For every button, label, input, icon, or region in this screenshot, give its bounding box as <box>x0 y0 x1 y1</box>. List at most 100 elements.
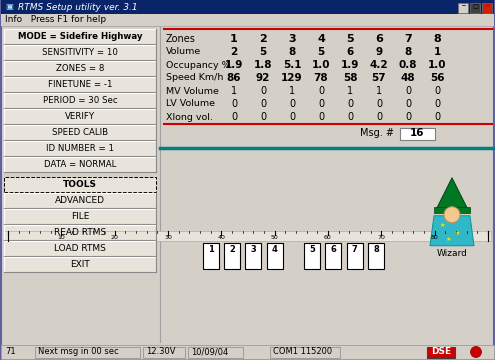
Text: Wizard: Wizard <box>437 249 467 258</box>
Text: ★: ★ <box>454 231 460 236</box>
Text: 5: 5 <box>317 47 325 57</box>
Text: 30: 30 <box>164 235 172 240</box>
Text: 10/09/04: 10/09/04 <box>191 347 228 356</box>
Text: TOOLS: TOOLS <box>63 180 97 189</box>
Bar <box>4 61 156 76</box>
Text: 0: 0 <box>405 86 411 96</box>
Bar <box>1 14 494 26</box>
Bar <box>4 193 156 208</box>
Bar <box>4 209 156 224</box>
Text: 6: 6 <box>375 34 383 44</box>
Text: 5: 5 <box>309 245 315 254</box>
Bar <box>224 243 240 269</box>
Text: 2: 2 <box>230 47 238 57</box>
Text: 0: 0 <box>405 99 411 109</box>
Bar <box>427 347 455 358</box>
Text: COM1 115200: COM1 115200 <box>273 347 332 356</box>
Text: 20: 20 <box>111 235 119 240</box>
Bar <box>368 243 384 269</box>
Text: VERIFY: VERIFY <box>65 112 95 121</box>
Text: 56: 56 <box>430 73 444 83</box>
Text: 70: 70 <box>377 235 385 240</box>
Text: FILE: FILE <box>71 212 89 221</box>
Text: 2: 2 <box>229 245 235 254</box>
Text: DSE: DSE <box>431 347 451 356</box>
Bar <box>4 109 156 124</box>
Text: 0: 0 <box>260 99 266 109</box>
Text: READ RTMS: READ RTMS <box>54 228 106 237</box>
Text: 8: 8 <box>433 34 441 44</box>
Text: Info   Press F1 for help: Info Press F1 for help <box>5 15 106 24</box>
Text: 0: 0 <box>289 112 295 122</box>
Bar <box>4 241 156 256</box>
Bar <box>470 3 480 13</box>
Text: Occupancy %: Occupancy % <box>166 60 231 69</box>
Text: EXIT: EXIT <box>70 260 90 269</box>
Text: ▣: ▣ <box>5 3 13 12</box>
Circle shape <box>471 346 482 357</box>
Bar <box>267 243 283 269</box>
Text: 8: 8 <box>373 245 379 254</box>
Bar <box>143 347 185 358</box>
Text: 0: 0 <box>376 99 382 109</box>
Text: 1: 1 <box>231 86 237 96</box>
Polygon shape <box>430 216 474 246</box>
Text: 71: 71 <box>5 347 16 356</box>
Bar <box>4 45 156 60</box>
Text: 0: 0 <box>289 99 295 109</box>
Bar <box>4 125 156 140</box>
Text: 40: 40 <box>217 235 225 240</box>
Text: 1: 1 <box>434 47 441 57</box>
Text: 92: 92 <box>256 73 270 83</box>
Bar <box>202 243 219 269</box>
Text: 0: 0 <box>260 112 266 122</box>
Text: 6: 6 <box>330 245 336 254</box>
Text: 9: 9 <box>375 47 383 57</box>
Text: Speed Km/h: Speed Km/h <box>166 73 223 82</box>
Text: 7: 7 <box>404 34 412 44</box>
Bar <box>4 257 156 272</box>
Text: 0: 0 <box>318 112 324 122</box>
Text: 80: 80 <box>431 235 439 240</box>
Bar <box>35 347 140 358</box>
Text: MODE = Sidefire Highway: MODE = Sidefire Highway <box>18 32 142 41</box>
Text: Volume: Volume <box>166 48 201 57</box>
Text: 58: 58 <box>343 73 357 83</box>
Text: 0: 0 <box>318 99 324 109</box>
Bar <box>4 225 156 240</box>
Bar <box>4 29 156 44</box>
Text: 3: 3 <box>288 34 296 44</box>
Circle shape <box>444 207 460 223</box>
Bar <box>4 177 156 192</box>
Text: ─: ─ <box>461 4 465 9</box>
Text: ★: ★ <box>445 237 451 242</box>
Bar <box>4 157 156 172</box>
Text: SENSITIVITY = 10: SENSITIVITY = 10 <box>42 48 118 57</box>
Bar <box>304 243 320 269</box>
Text: 3: 3 <box>250 245 256 254</box>
Text: 0: 0 <box>347 99 353 109</box>
Text: 60: 60 <box>324 235 332 240</box>
Text: 2: 2 <box>259 34 267 44</box>
Text: LOAD RTMS: LOAD RTMS <box>54 244 106 253</box>
Text: 0: 0 <box>318 86 324 96</box>
Text: 50: 50 <box>271 235 279 240</box>
Bar <box>188 347 243 358</box>
Text: 4: 4 <box>317 34 325 44</box>
Text: 7: 7 <box>352 245 357 254</box>
Text: FINETUNE = -1: FINETUNE = -1 <box>48 80 112 89</box>
Text: 129: 129 <box>281 73 303 83</box>
Text: 0: 0 <box>405 112 411 122</box>
Text: 57: 57 <box>372 73 386 83</box>
Text: 86: 86 <box>227 73 241 83</box>
Text: 8: 8 <box>404 47 412 57</box>
Text: 0: 0 <box>376 112 382 122</box>
Polygon shape <box>436 178 468 210</box>
Text: 4.2: 4.2 <box>370 60 388 70</box>
Text: 8: 8 <box>289 47 296 57</box>
Text: 0: 0 <box>434 86 440 96</box>
Text: 6: 6 <box>346 47 353 57</box>
Text: 1.9: 1.9 <box>341 60 359 70</box>
Bar <box>346 243 363 269</box>
Bar <box>246 243 261 269</box>
